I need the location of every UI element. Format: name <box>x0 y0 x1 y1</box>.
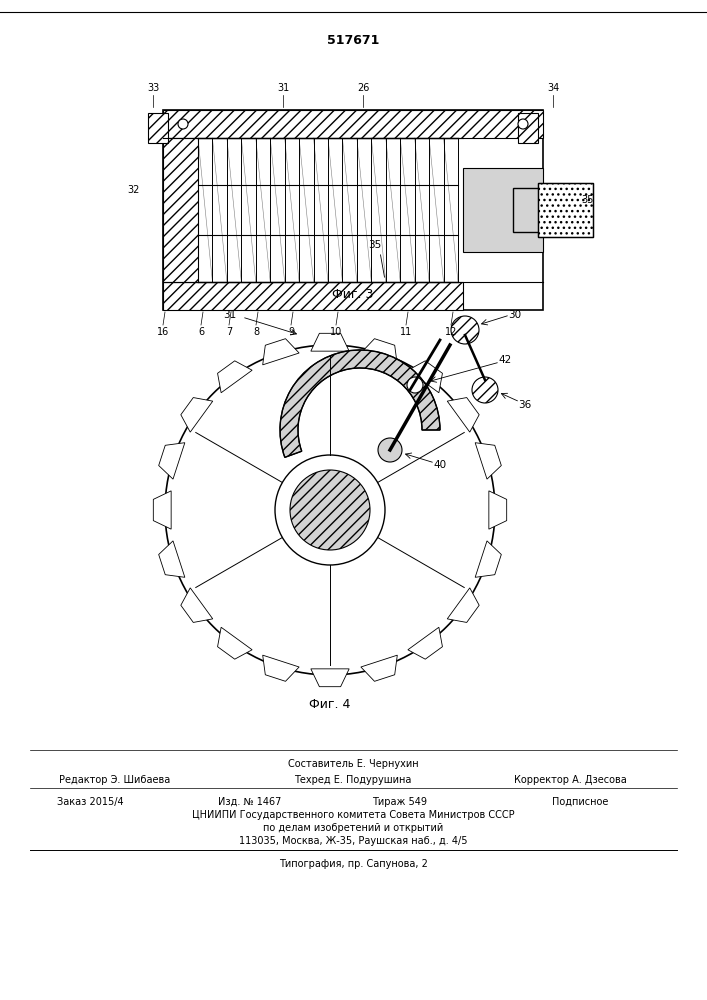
Bar <box>538 183 593 237</box>
Text: 26: 26 <box>357 83 369 93</box>
Polygon shape <box>311 333 349 351</box>
Polygon shape <box>181 398 213 432</box>
Wedge shape <box>280 350 440 457</box>
Text: 42: 42 <box>498 355 512 365</box>
Circle shape <box>407 377 423 393</box>
Text: Тираж 549: Тираж 549 <box>373 797 428 807</box>
Text: Редактор Э. Шибаева: Редактор Э. Шибаева <box>59 775 170 785</box>
Text: Заказ 2015/4: Заказ 2015/4 <box>57 797 123 807</box>
Text: 35: 35 <box>368 240 382 250</box>
Polygon shape <box>448 588 479 622</box>
Bar <box>518 113 538 143</box>
Polygon shape <box>158 443 185 479</box>
Polygon shape <box>263 339 299 365</box>
Text: Фиг. 3: Фиг. 3 <box>332 288 374 302</box>
Polygon shape <box>489 491 507 529</box>
Text: по делам изобретений и открытий: по делам изобретений и открытий <box>263 823 443 833</box>
Circle shape <box>178 119 188 129</box>
Text: 34: 34 <box>547 83 559 93</box>
Polygon shape <box>408 361 443 393</box>
Text: 10: 10 <box>330 327 342 337</box>
Text: Подписное: Подписное <box>551 797 608 807</box>
Bar <box>163 110 543 138</box>
Text: 40: 40 <box>433 460 447 470</box>
Polygon shape <box>218 361 252 393</box>
Polygon shape <box>153 491 171 529</box>
Polygon shape <box>361 339 397 365</box>
Polygon shape <box>181 588 213 622</box>
Circle shape <box>472 377 498 403</box>
Circle shape <box>165 345 495 675</box>
Text: 30: 30 <box>508 310 522 320</box>
Text: Составитель Е. Чернухин: Составитель Е. Чернухин <box>288 759 419 769</box>
Polygon shape <box>263 655 299 681</box>
Text: 32: 32 <box>127 185 139 195</box>
Text: 7: 7 <box>226 327 232 337</box>
Text: 12: 12 <box>445 327 457 337</box>
Polygon shape <box>311 669 349 687</box>
Text: Фиг. 4: Фиг. 4 <box>310 698 351 712</box>
Bar <box>163 110 543 310</box>
Bar <box>148 113 168 143</box>
Text: 517671: 517671 <box>327 33 379 46</box>
Polygon shape <box>361 655 397 681</box>
Text: 6: 6 <box>198 327 204 337</box>
Polygon shape <box>158 541 185 577</box>
Text: Техред Е. Подурушина: Техред Е. Подурушина <box>294 775 411 785</box>
Circle shape <box>451 316 479 344</box>
Polygon shape <box>218 627 252 659</box>
Text: 33: 33 <box>147 83 159 93</box>
Bar <box>538 183 593 237</box>
Polygon shape <box>408 627 443 659</box>
Text: ЦНИИПИ Государственного комитета Совета Министров СССР: ЦНИИПИ Государственного комитета Совета … <box>192 810 514 820</box>
Circle shape <box>290 470 370 550</box>
Text: 36: 36 <box>518 400 532 410</box>
Polygon shape <box>475 443 501 479</box>
Text: 35: 35 <box>582 195 594 205</box>
Circle shape <box>518 119 528 129</box>
Text: Типография, пр. Сапунова, 2: Типография, пр. Сапунова, 2 <box>279 859 428 869</box>
Text: 31: 31 <box>223 310 237 320</box>
Text: 113035, Москва, Ж-35, Раушская наб., д. 4/5: 113035, Москва, Ж-35, Раушская наб., д. … <box>239 836 467 846</box>
Text: 11: 11 <box>400 327 412 337</box>
Text: Изд. № 1467: Изд. № 1467 <box>218 797 281 807</box>
Text: 8: 8 <box>253 327 259 337</box>
Circle shape <box>378 438 402 462</box>
Bar <box>463 168 543 252</box>
Circle shape <box>275 455 385 565</box>
Bar <box>163 138 198 282</box>
Text: Корректор А. Дзесова: Корректор А. Дзесова <box>513 775 626 785</box>
Text: 31: 31 <box>277 83 289 93</box>
Polygon shape <box>448 398 479 432</box>
Text: 16: 16 <box>157 327 169 337</box>
Bar <box>513 188 573 232</box>
Text: 9: 9 <box>288 327 294 337</box>
Polygon shape <box>475 541 501 577</box>
Bar <box>163 282 463 310</box>
